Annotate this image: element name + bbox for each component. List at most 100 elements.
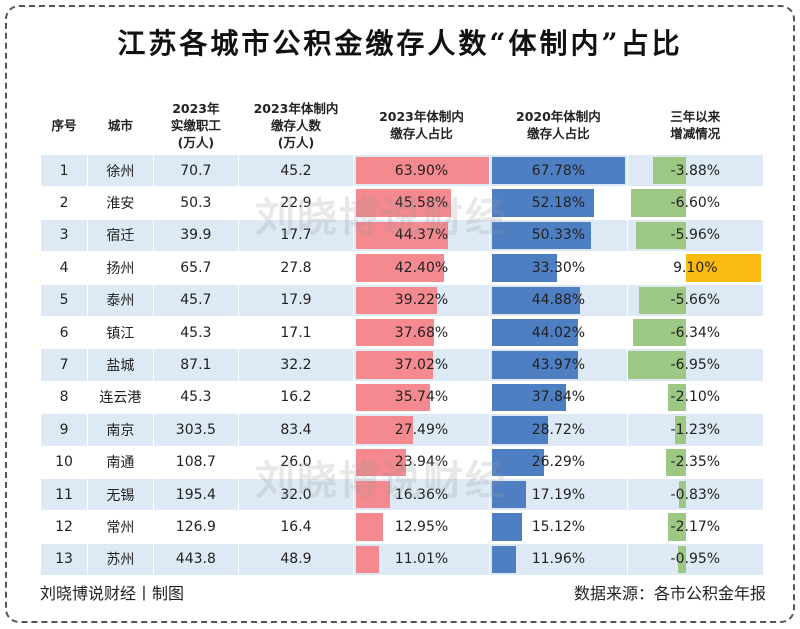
table-cell: 17.9 <box>239 284 353 317</box>
bar-2023-share <box>355 545 379 574</box>
table-cell: 65.7 <box>153 252 239 285</box>
cell-value: 65.7 <box>180 259 212 276</box>
cell-value: 泰州 <box>106 293 135 310</box>
bar-2023-share <box>355 416 413 444</box>
cell-value: 17.1 <box>280 324 312 341</box>
table-cell: 1 <box>41 155 88 188</box>
table-cell: 37.68% <box>353 317 490 350</box>
table-cell: 45.7 <box>153 284 239 317</box>
table-cell: 16.4 <box>239 511 353 544</box>
cell-value: 50.3 <box>180 195 212 212</box>
table-cell: 9 <box>41 414 88 447</box>
bar-change-negative <box>677 545 686 574</box>
bar-2023-share <box>355 221 449 250</box>
table-cell: -5.66% <box>627 284 763 317</box>
table-row: 10 南通 108.7 26.0 23.94% 26.29% -2.35% <box>41 447 763 479</box>
bar-2020-share <box>492 416 549 444</box>
table-cell: -1.23% <box>627 414 763 447</box>
table-row: 11 无锡 195.4 32.0 16.36% 17.19% -0.83% <box>41 478 763 512</box>
table-cell: -2.35% <box>627 447 763 479</box>
column-header: 2023年体制内 缴存人占比 <box>379 109 464 141</box>
table-cell: 12 <box>41 511 88 544</box>
table-row: 12 常州 126.9 16.4 12.95% 15.12% -2.17% <box>41 511 763 544</box>
table-cell: 83.4 <box>239 414 353 447</box>
table-cell: 52.18% <box>490 187 627 220</box>
cell-value: 37.02% <box>394 357 449 374</box>
table-cell: 南京 <box>88 414 153 447</box>
cell-value: 35.74% <box>394 389 449 406</box>
cell-value: 11 <box>55 486 73 503</box>
cell-value: 42.40% <box>394 259 449 276</box>
cell-value: 44.88% <box>531 292 586 309</box>
table-row: 8 连云港 45.3 16.2 35.74% 37.84% -2.10% <box>41 382 763 415</box>
table-row: 7 盐城 87.1 32.2 37.02% 43.97% -6.95% <box>41 349 763 382</box>
table-cell: -5.96% <box>627 219 763 253</box>
table-row: 2 淮安 50.3 22.9 45.58% 52.18% -6.60% <box>41 187 763 220</box>
table-cell: 37.02% <box>353 349 490 382</box>
bar-2023-share <box>355 254 444 282</box>
table-cell: 45.3 <box>153 382 239 415</box>
bar-2023-share <box>355 383 431 412</box>
table-cell: 23.94% <box>353 447 490 479</box>
cell-value: 徐州 <box>106 163 135 180</box>
table-cell: 50.3 <box>153 187 239 220</box>
table-cell: 8 <box>41 382 88 415</box>
table-row: 3 宿迁 39.9 17.7 44.37% 50.33% -5.96% <box>41 219 763 253</box>
cell-value: 32.0 <box>280 486 312 503</box>
table-cell: 26.0 <box>239 447 353 479</box>
cell-value: 15.12% <box>531 518 586 535</box>
header-row: 序号 城市 2023年 实缴职工 (万人) 2023年体制内 缴存人数 (万人) 202… <box>41 95 763 155</box>
cell-value: 4 <box>59 259 69 276</box>
cell-value: 27.49% <box>394 421 449 438</box>
bar-2020-share <box>492 448 544 476</box>
cell-value: 镇江 <box>106 325 135 342</box>
cell-value: 17.7 <box>280 227 312 244</box>
bar-2020-share <box>492 221 591 250</box>
table-cell: 11.01% <box>353 543 490 577</box>
cell-value: 22.9 <box>280 195 312 212</box>
bar-change-negative <box>667 513 686 541</box>
table-row: 6 镇江 45.3 17.1 37.68% 44.02% -6.34% <box>41 317 763 350</box>
cell-value: -0.95% <box>670 551 721 568</box>
table-cell: 48.9 <box>239 543 353 577</box>
table-row: 9 南京 303.5 83.4 27.49% 28.72% -1.23% <box>41 414 763 447</box>
cell-value: 37.84% <box>531 389 586 406</box>
cell-value: 45.2 <box>280 162 312 179</box>
cell-value: 443.8 <box>175 551 216 568</box>
cell-value: 48.9 <box>280 551 312 568</box>
table-cell: 泰州 <box>88 284 153 317</box>
cell-value: 17.9 <box>280 292 312 309</box>
bar-2023-share <box>355 351 433 379</box>
table-cell: 4 <box>41 252 88 285</box>
table-cell: 3 <box>41 219 88 253</box>
table-cell: 303.5 <box>153 414 239 447</box>
table-cell: -0.95% <box>627 543 763 577</box>
cell-value: 87.1 <box>180 357 212 374</box>
cell-value: 67.78% <box>531 162 586 179</box>
column-header: 三年以来 增减情况 <box>670 109 721 141</box>
table-cell: 16.2 <box>239 382 353 415</box>
cell-value: 11.01% <box>394 551 449 568</box>
table-cell: 42.40% <box>353 252 490 285</box>
cell-value: -0.83% <box>670 486 721 503</box>
cell-value: 50.33% <box>531 227 586 244</box>
table-cell: 17.19% <box>490 478 627 512</box>
page-title: 江苏各城市公积金缴存人数“体制内”占比 <box>117 27 683 60</box>
cell-value: 37.68% <box>394 324 449 341</box>
table-cell: 33.30% <box>490 252 627 285</box>
bar-2023-share <box>355 513 383 541</box>
bar-change-negative <box>678 480 686 509</box>
cell-value: 宿迁 <box>106 228 135 245</box>
bar-change-negative <box>675 416 686 444</box>
table-cell: 27.8 <box>239 252 353 285</box>
table-cell: 6 <box>41 317 88 350</box>
cell-value: 26.29% <box>531 454 586 471</box>
table-cell: 南通 <box>88 447 153 479</box>
column-header: 2023年 实缴职工 (万人) <box>170 100 221 150</box>
table-cell: 70.7 <box>153 155 239 188</box>
table-cell: 无锡 <box>88 478 153 512</box>
cell-value: 7 <box>59 357 69 374</box>
table-cell: 盐城 <box>88 349 153 382</box>
table-row: 13 苏州 443.8 48.9 11.01% 11.96% -0.95% <box>41 543 763 577</box>
footer-source: 数据来源：各市公积金年报 <box>573 584 766 603</box>
